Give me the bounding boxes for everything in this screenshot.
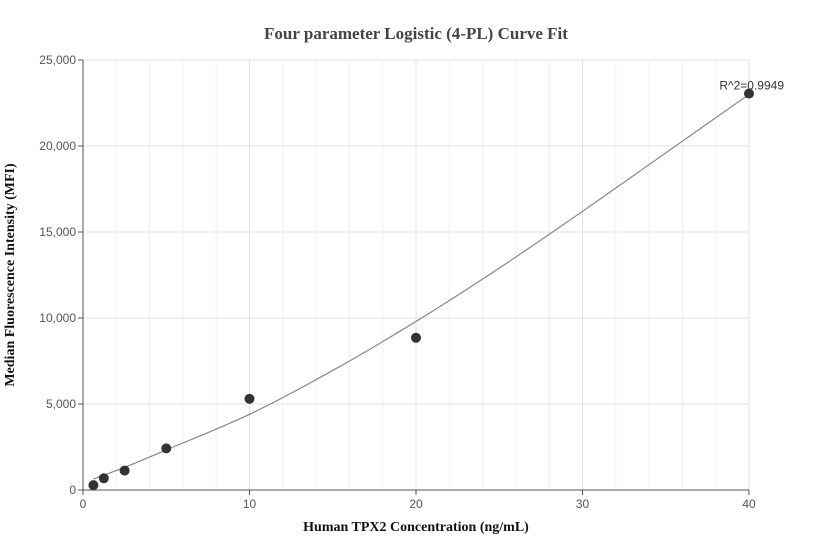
tick-labels: 0 10 20 30 40 0 5,000 10,000 15,000 20,000 25,000 <box>39 53 756 511</box>
data-point <box>88 480 99 491</box>
fit-curve <box>93 93 750 480</box>
x-tick-label: 10 <box>243 497 257 511</box>
data-point <box>411 332 421 343</box>
y-tick-label: 25,000 <box>39 53 76 67</box>
y-tick-label: 0 <box>69 483 76 497</box>
r-squared-annotation: R^2=0.9949 <box>719 79 784 93</box>
data-points <box>88 88 754 491</box>
data-point <box>244 393 255 404</box>
y-tick-label: 15,000 <box>39 225 76 239</box>
data-point <box>119 465 130 476</box>
x-tick-label: 30 <box>576 497 590 511</box>
y-axis-title: Median Fluorescence Intensity (MFI) <box>3 163 18 387</box>
axes <box>78 59 750 495</box>
x-tick-label: 20 <box>409 497 423 511</box>
x-axis-title: Human TPX2 Concentration (ng/mL) <box>303 520 529 535</box>
grid-lines <box>83 59 750 490</box>
y-tick-label: 10,000 <box>39 311 76 325</box>
chart-title: Four parameter Logistic (4-PL) Curve Fit <box>264 24 568 43</box>
data-point <box>98 473 109 484</box>
data-point <box>744 88 754 99</box>
data-point <box>161 443 172 454</box>
y-tick-label: 5,000 <box>46 397 76 411</box>
x-tick-label: 40 <box>742 497 756 511</box>
x-tick-label: 0 <box>80 497 87 511</box>
y-tick-label: 20,000 <box>39 139 76 153</box>
